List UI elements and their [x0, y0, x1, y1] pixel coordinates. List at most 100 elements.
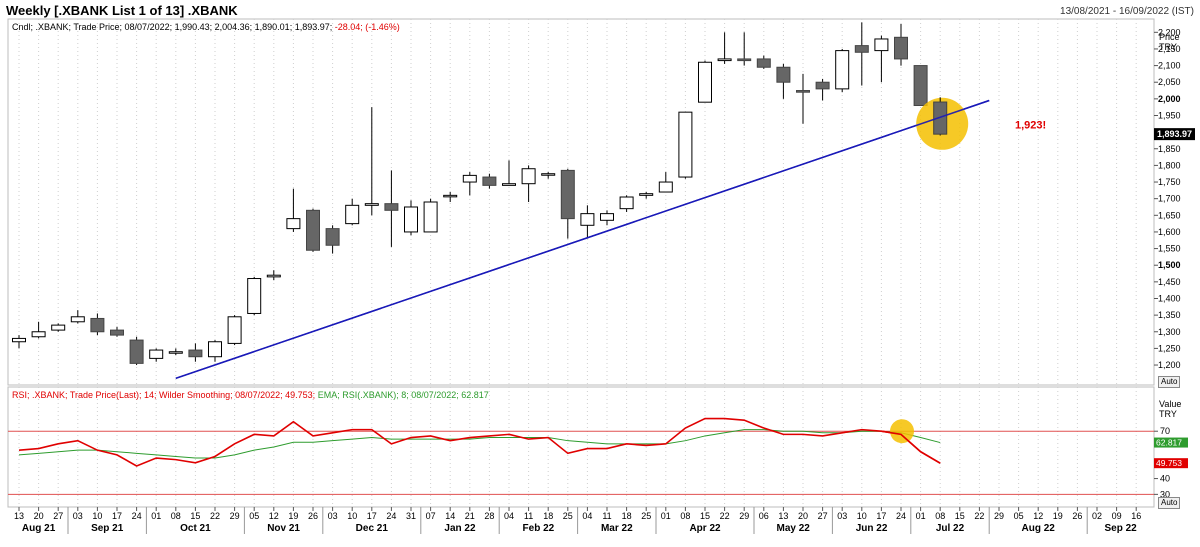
price-auto-scale-button[interactable]: Auto [1158, 376, 1181, 388]
price-axis-title: Price TRY [1159, 32, 1180, 52]
rsi-tick-label: 40 [1160, 474, 1170, 484]
candle-body [188, 349, 203, 358]
month-label: Jul 22 [936, 523, 965, 534]
price-tick-label: 1,800 [1158, 160, 1181, 170]
month-label: Aug 22 [1022, 523, 1056, 534]
rsi-series [18, 417, 941, 467]
week-tick-label: 03 [73, 511, 83, 521]
week-tick-label: 17 [367, 511, 377, 521]
candle-body [70, 316, 85, 323]
week-tick-label: 01 [151, 511, 161, 521]
price-tick-label: 1,400 [1158, 293, 1181, 303]
rsi-legend-ema: EMA; RSI(.XBANK); 8; 08/07/2022; 62.817 [317, 390, 489, 400]
rsi-grid [8, 387, 1154, 507]
week-tick-label: 18 [622, 511, 632, 521]
candle-body [443, 194, 458, 198]
price-tick-label: 1,550 [1158, 244, 1181, 254]
ema-line [18, 429, 941, 459]
week-tick-label: 09 [1112, 511, 1122, 521]
rsi-line-overlay [881, 430, 941, 464]
rsi-legend: RSI; .XBANK; Trade Price(Last); 14; Wild… [12, 390, 489, 400]
week-tick-label: 21 [465, 511, 475, 521]
candle-body [502, 183, 516, 186]
candle-body [423, 201, 438, 233]
week-tick-label: 15 [955, 511, 965, 521]
candle-body [90, 317, 105, 333]
rsi-tick-label: 70 [1160, 426, 1170, 436]
candle-body [51, 324, 66, 331]
candle-body [110, 329, 124, 336]
week-tick-label: 20 [34, 511, 44, 521]
week-tick-label: 25 [641, 511, 651, 521]
candle-body [737, 58, 752, 62]
week-tick-label: 05 [249, 511, 259, 521]
week-tick-label: 29 [739, 511, 749, 521]
candle-body [208, 341, 222, 358]
candle-body [619, 196, 634, 210]
annotation-layer: 1,923! [175, 97, 1046, 380]
price-axis-title-line1: Price [1159, 32, 1180, 42]
rsi-axis-title: Value TRY [1159, 399, 1181, 419]
candle-body [541, 173, 556, 176]
candle-body [835, 50, 850, 90]
rsi-auto-scale-button[interactable]: Auto [1158, 497, 1181, 509]
price-legend-values: Cndl; .XBANK; Trade Price; 08/07/2022; 1… [12, 22, 333, 32]
week-tick-label: 26 [308, 511, 318, 521]
price-tick-label: 1,850 [1158, 144, 1181, 154]
week-tick-label: 24 [896, 511, 906, 521]
week-tick-label: 01 [661, 511, 671, 521]
date-range: 13/08/2021 - 16/09/2022 (IST) [1060, 6, 1194, 17]
candle-body [384, 203, 399, 211]
candle-body [698, 61, 712, 103]
week-tick-label: 04 [582, 511, 592, 521]
rsi-panel-frame [7, 386, 1155, 508]
candle-body [129, 339, 144, 364]
week-tick-label: 17 [112, 511, 122, 521]
price-tick-label: 2,150 [1158, 44, 1181, 54]
rsi-axis-title-line1: Value [1159, 399, 1182, 409]
chart-title: Weekly [.XBANK List 1 of 13] .XBANK [6, 3, 238, 18]
month-label: Apr 22 [689, 523, 721, 534]
week-tick-label: 22 [720, 511, 730, 521]
candle-body [306, 209, 320, 251]
week-tick-label: 15 [700, 511, 710, 521]
candle-body [227, 316, 242, 344]
week-tick-label: 22 [974, 511, 984, 521]
candle-body [658, 181, 673, 193]
price-tick-label: 1,650 [1158, 210, 1181, 220]
week-tick-label: 29 [230, 511, 240, 521]
candle-body [168, 351, 183, 354]
week-tick-label: 04 [504, 511, 514, 521]
week-tick-label: 07 [426, 511, 436, 521]
price-tick-label: 1,750 [1158, 177, 1181, 187]
candle-body [462, 174, 477, 183]
week-tick-label: 10 [92, 511, 102, 521]
candle-body [482, 176, 497, 186]
candle-body [933, 101, 948, 135]
candle-body [678, 111, 693, 178]
candle-body [31, 331, 46, 338]
candle-body [796, 90, 810, 93]
price-tick-label: 1,300 [1158, 327, 1181, 337]
week-tick-label: 24 [132, 511, 142, 521]
week-tick-label: 17 [876, 511, 886, 521]
rsi-axis-title-line2: TRY [1159, 409, 1177, 419]
candle-body [345, 204, 360, 225]
candle-body [815, 81, 830, 90]
month-label: Sep 21 [91, 523, 124, 534]
price-axis: 1,200 1,250 1,300 1,350 1,400 1,450 1,500 1,550… [1154, 27, 1195, 370]
month-label: Jun 22 [856, 523, 888, 534]
week-tick-label: 27 [818, 511, 828, 521]
ema-value-badge-text: 62.817 [1156, 438, 1182, 448]
candle-body [364, 203, 379, 206]
price-tick-label: 1,200 [1158, 360, 1181, 370]
week-tick-label: 08 [680, 511, 690, 521]
support-trendline-overlay [175, 99, 990, 380]
candle-body [266, 274, 281, 278]
price-tick-label: 1,450 [1158, 277, 1181, 287]
month-label: Mar 22 [601, 523, 633, 534]
week-tick-label: 12 [1033, 511, 1043, 521]
month-label: Dec 21 [356, 523, 389, 534]
price-tick-label: 2,200 [1158, 27, 1181, 37]
